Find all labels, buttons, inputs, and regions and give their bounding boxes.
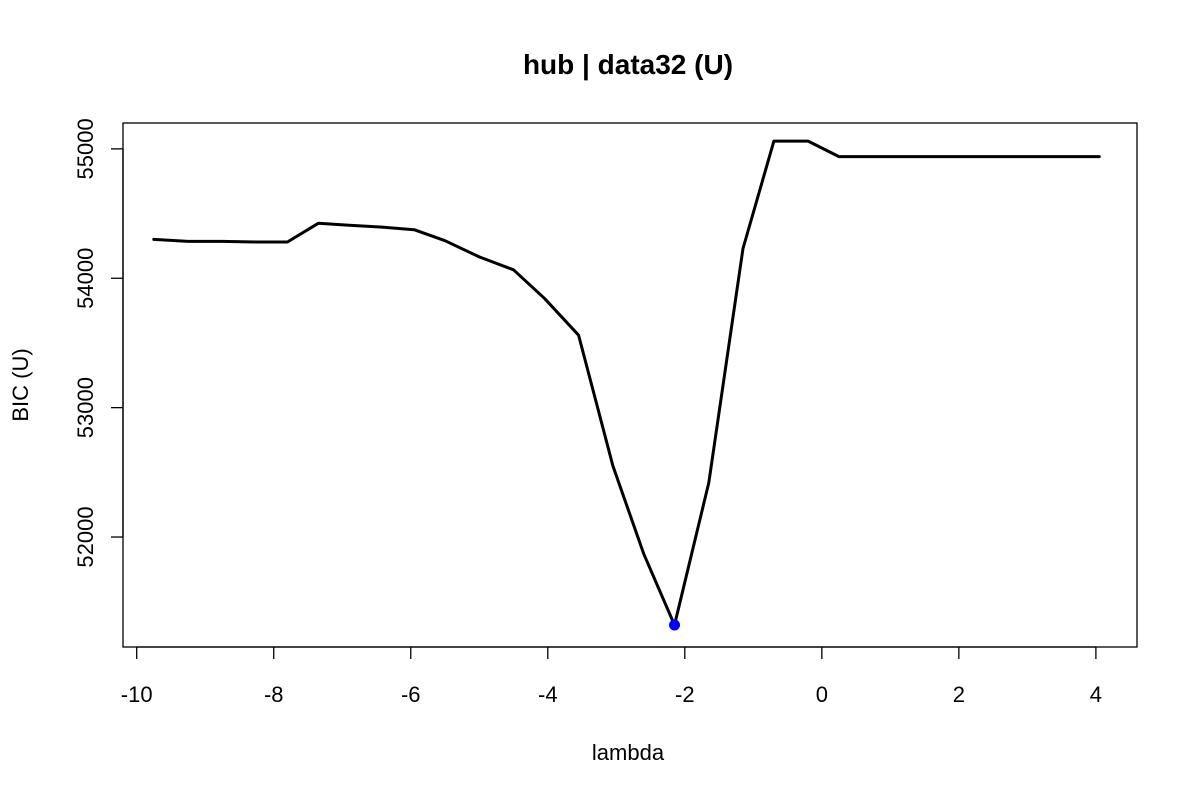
series-layer: [152, 139, 1101, 627]
x-tick-label: -4: [538, 682, 558, 707]
plot-frame: [122, 122, 1138, 648]
x-tick-label: 0: [816, 682, 828, 707]
x-tick-label: -6: [401, 682, 421, 707]
series-line: [152, 139, 1101, 627]
x-tick-label: 4: [1090, 682, 1102, 707]
minimum-point: [669, 619, 681, 631]
y-axis: 52000 53000 54000 55000: [73, 118, 124, 568]
y-tick-label: 52000: [73, 506, 98, 567]
chart-title: hub | data32 (U): [523, 49, 733, 80]
x-tick-label: -8: [264, 682, 284, 707]
point-layer: [669, 619, 681, 631]
x-tick-label: -2: [675, 682, 695, 707]
x-tick-label: -10: [121, 682, 153, 707]
y-axis-label: BIC (U): [8, 348, 33, 421]
y-tick-label: 55000: [73, 118, 98, 179]
x-axis-label: lambda: [592, 740, 665, 765]
x-tick-label: 2: [953, 682, 965, 707]
x-axis: -10 -8 -6 -4 -2 0 2 4: [121, 646, 1102, 707]
y-tick-label: 53000: [73, 377, 98, 438]
y-tick-label: 54000: [73, 248, 98, 309]
